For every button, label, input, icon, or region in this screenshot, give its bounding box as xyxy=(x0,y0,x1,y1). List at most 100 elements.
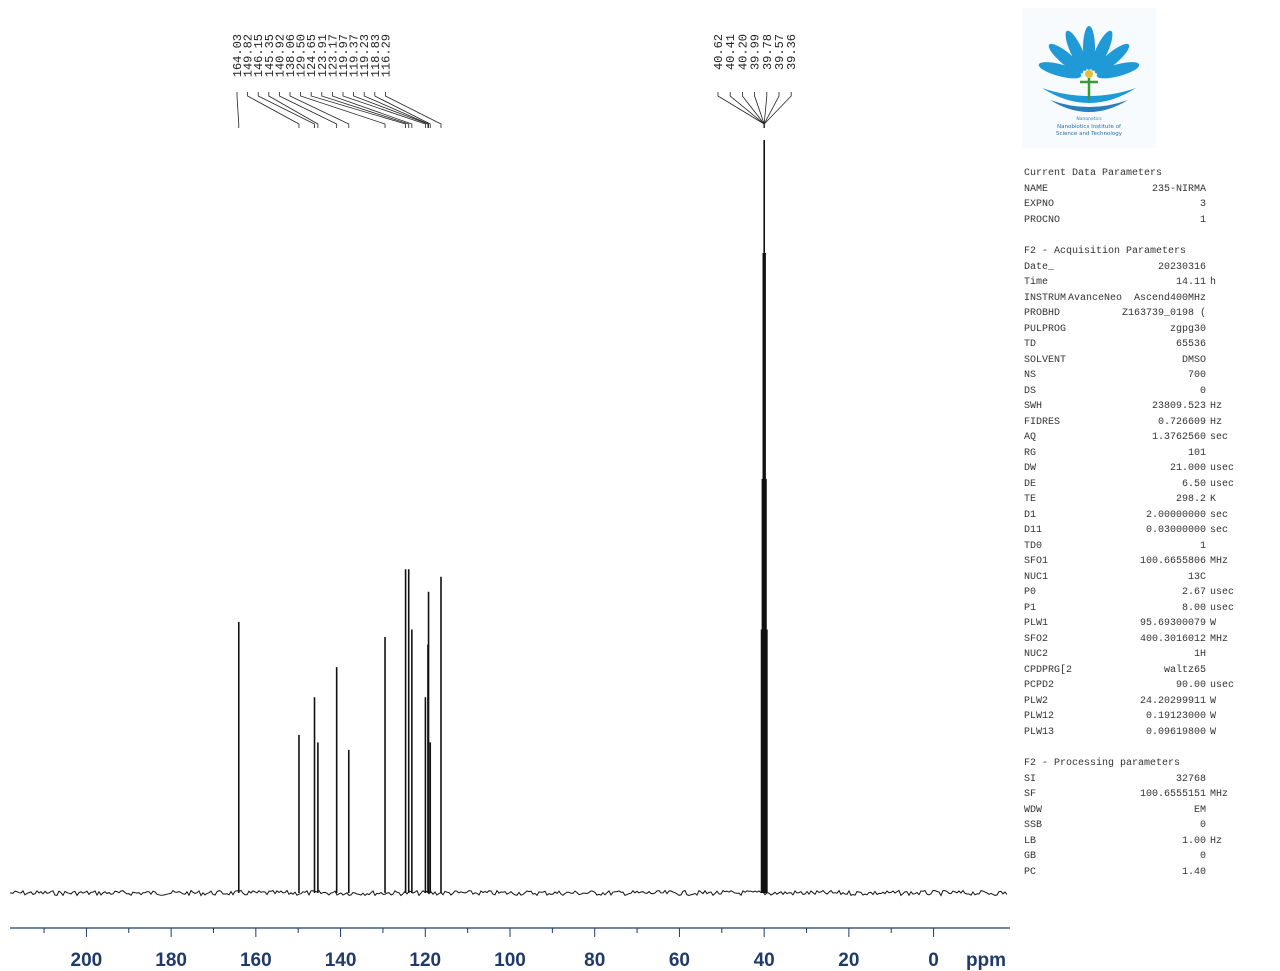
peak-label: 145.35 xyxy=(263,34,277,77)
param-row: DS 0 xyxy=(1022,386,1280,402)
param-row: CPDPRG[2 waltz65 xyxy=(1022,665,1280,681)
param-value: EM xyxy=(1193,804,1206,816)
param-row: D1 2.00000000 sec xyxy=(1022,510,1280,526)
peak-leader-line xyxy=(268,92,319,128)
param-row: GB 0 xyxy=(1022,851,1280,867)
param-value: 1 xyxy=(1199,540,1206,552)
param-value: 95.69300079 xyxy=(1139,618,1206,629)
param-value: 20230316 xyxy=(1157,261,1206,273)
param-row: SSB 0 xyxy=(1022,820,1280,836)
current-params-title: Current Data Parameters xyxy=(1024,168,1163,179)
param-unit: K xyxy=(1210,494,1217,505)
param-unit: W xyxy=(1210,695,1217,707)
peak-label: 40.41 xyxy=(724,34,738,70)
param-row: PC 1.40 xyxy=(1022,867,1280,883)
param-name: RG xyxy=(1024,447,1037,459)
param-unit: usec xyxy=(1210,587,1235,598)
tick-label: 100 xyxy=(494,950,526,971)
peak-leader-line xyxy=(353,92,429,128)
param-unit: Hz xyxy=(1210,835,1223,847)
param-unit: Hz xyxy=(1210,416,1223,428)
param-unit: Hz xyxy=(1210,401,1223,412)
param-value: waltz65 xyxy=(1163,664,1206,676)
tick-label: 160 xyxy=(240,950,272,971)
param-value: 24.20299911 xyxy=(1139,695,1206,707)
peak-label: 149.82 xyxy=(242,34,256,77)
tick-label: 140 xyxy=(325,950,357,971)
param-value: 100.6555151 xyxy=(1139,789,1206,800)
lotus-logo-icon: Nanonetics Nanobiotics Institute of Scie… xyxy=(1038,26,1140,137)
tick-label: 80 xyxy=(584,950,605,971)
param-name: SFO1 xyxy=(1024,556,1049,567)
param-name: EXPNO xyxy=(1024,199,1055,210)
param-unit: h xyxy=(1210,277,1217,288)
param-value: 65536 xyxy=(1175,339,1206,350)
param-name: D11 xyxy=(1024,525,1043,536)
param-value: 1.40 xyxy=(1181,866,1206,878)
param-name: FIDRES xyxy=(1024,416,1061,428)
param-row: DE 6.50 usec xyxy=(1022,479,1280,495)
param-name: NUC1 xyxy=(1024,571,1049,583)
param-row: P0 2.67 usec xyxy=(1022,587,1280,603)
current-params-list: NAME 235-NIRMA EXPNO 3 PROCNO 1 xyxy=(1022,184,1280,231)
peak-leader-line xyxy=(321,92,410,128)
tick-label: 200 xyxy=(71,950,103,971)
peak-label: 129.50 xyxy=(295,34,309,77)
param-row: PLW12 0.19123000 W xyxy=(1022,711,1280,727)
param-unit: W xyxy=(1210,711,1217,722)
param-name: AQ xyxy=(1024,432,1037,443)
param-value: 0.726609 xyxy=(1157,416,1206,428)
x-axis-label: ppm xyxy=(966,950,1006,971)
param-value: 100.6655806 xyxy=(1139,556,1206,567)
peak-label: 40.20 xyxy=(736,34,750,70)
peak-label: 124.65 xyxy=(305,34,319,77)
param-value: DMSO xyxy=(1181,354,1206,366)
param-value: zgpg30 xyxy=(1169,323,1206,335)
param-row: LB 1.00 Hz xyxy=(1022,836,1280,852)
param-row: PLW2 24.20299911 W xyxy=(1022,696,1280,712)
logo-top-text: Nanonetics xyxy=(1076,116,1102,122)
peak-leader-line xyxy=(247,92,300,128)
param-unit: sec xyxy=(1210,525,1229,536)
peak-leader-line xyxy=(300,92,386,128)
peak-layer xyxy=(237,140,768,893)
param-value: 21.000 xyxy=(1169,463,1206,474)
institute-logo: Nanonetics Nanobiotics Institute of Scie… xyxy=(1022,8,1156,148)
acquisition-parameters-panel: Current Data Parameters NAME 235-NIRMA EXP… xyxy=(1022,168,1280,882)
param-row: SOLVENT DMSO xyxy=(1022,355,1280,371)
param-name: NS xyxy=(1024,370,1037,381)
peak-leader-line xyxy=(763,92,792,128)
param-name: PLW12 xyxy=(1024,711,1055,722)
param-unit: usec xyxy=(1210,680,1235,691)
peak-leader-line xyxy=(289,92,350,128)
peak-label: 119.37 xyxy=(348,34,362,77)
spectrum-baseline xyxy=(10,889,1008,897)
processing-params-list: SI 32768 SF 100.6555151 MHz WDW EM SSB 0 LB 1.00 Hz… xyxy=(1022,774,1280,883)
param-value: 700 xyxy=(1187,370,1206,381)
param-value: 0.19123000 xyxy=(1145,711,1206,722)
param-value: 1 xyxy=(1199,214,1206,226)
param-value: 2.00000000 xyxy=(1145,509,1206,521)
tick-label: 20 xyxy=(838,950,859,971)
param-value: 1.00 xyxy=(1181,835,1206,847)
param-value: 0 xyxy=(1199,385,1206,397)
peak-leader-line xyxy=(236,92,240,128)
param-value: 90.00 xyxy=(1175,680,1206,691)
param-unit: usec xyxy=(1210,478,1235,490)
param-value: 8.00 xyxy=(1181,602,1206,614)
param-row: Date_ 20230316 xyxy=(1022,262,1280,278)
peak-label: 39.78 xyxy=(761,34,775,70)
param-name: LB xyxy=(1024,835,1037,847)
peak-label: 39.57 xyxy=(773,34,787,70)
param-name: DE xyxy=(1024,478,1037,490)
param-row: TD0 1 xyxy=(1022,541,1280,557)
param-name: Time xyxy=(1024,277,1049,288)
param-name: TE xyxy=(1024,494,1037,505)
peak-leader-line xyxy=(332,92,413,128)
logo-line-2: Science and Technology xyxy=(1056,131,1123,137)
param-name: SWH xyxy=(1024,401,1043,412)
param-name: SF xyxy=(1024,789,1037,800)
param-name: Date_ xyxy=(1024,261,1055,273)
peak-leader-line xyxy=(342,92,426,128)
param-name: TD xyxy=(1024,339,1037,350)
